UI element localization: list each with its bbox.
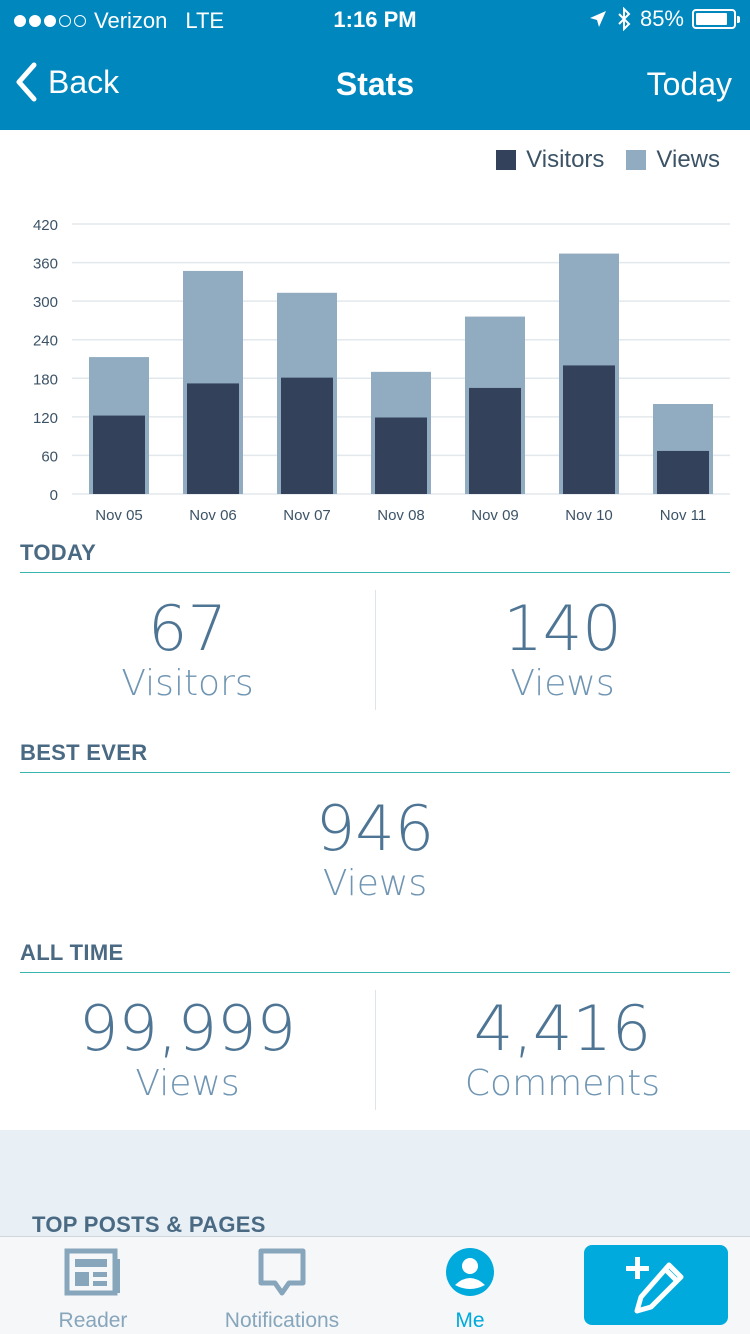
visitors-bar[interactable] [375, 417, 427, 495]
write-pencil-icon [626, 1257, 684, 1314]
tab-me-label: Me [455, 1309, 485, 1332]
write-post-button[interactable] [584, 1245, 728, 1325]
period-selector[interactable]: Today [646, 66, 732, 102]
today-views-value: 140 [503, 592, 622, 665]
visitors-bar[interactable] [93, 415, 145, 494]
navigation-bar: Back Stats Today [0, 40, 750, 130]
section-header-all-time: ALL TIME [20, 940, 730, 973]
best-ever-views-label: Views [322, 863, 428, 904]
y-tick-label: 240 [33, 333, 58, 350]
best-ever-views-value: 946 [315, 792, 435, 865]
stats-bar-chart[interactable]: 0 60 120 180 240 300 360 420 Nov 05 Nov 06 Nov 07 N… [0, 200, 750, 530]
status-time: 1:16 PM [333, 7, 417, 32]
me-avatar-icon [446, 1248, 494, 1296]
tab-bar: Reader Notifications Me [0, 1236, 750, 1334]
tab-me[interactable]: Me [420, 1247, 520, 1333]
legend-views: Views [626, 146, 720, 174]
tab-notifications-label: Notifications [224, 1309, 340, 1332]
page-title: Stats [335, 66, 415, 102]
back-label: Back [48, 63, 120, 100]
top-posts-panel [0, 1130, 750, 1236]
back-button[interactable]: Back [14, 62, 119, 102]
y-tick-label: 180 [33, 371, 58, 388]
stat-divider [375, 590, 376, 710]
all-time-views-stat: 99,999 Views [0, 992, 375, 1104]
all-time-views-value: 99,999 [79, 992, 296, 1065]
carrier-name: Verizon [94, 8, 168, 33]
all-time-comments-value: 4,416 [473, 992, 652, 1065]
reader-icon [64, 1248, 120, 1296]
y-tick-label: 0 [50, 487, 58, 504]
visitors-bar[interactable] [563, 365, 615, 494]
notifications-icon [258, 1248, 306, 1296]
section-header-today: TODAY [20, 540, 730, 573]
x-tick-label: Nov 08 [377, 507, 425, 524]
today-visitors-stat: 67 Visitors [0, 592, 375, 704]
chevron-left-icon [16, 62, 37, 102]
all-time-views-label: Views [135, 1063, 240, 1104]
today-visitors-value: 67 [148, 592, 227, 665]
chart-legend: Visitors Views [496, 146, 720, 174]
visitors-bar[interactable] [281, 377, 333, 494]
signal-strength-icon [14, 15, 86, 27]
legend-visitors-label: Visitors [526, 146, 605, 173]
tab-reader-label: Reader [58, 1309, 128, 1332]
x-tick-label: Nov 06 [189, 507, 237, 524]
today-visitors-label: Visitors [121, 663, 254, 704]
battery-percent: 85% [639, 6, 684, 31]
section-header-best-ever: BEST EVER [20, 740, 730, 773]
x-tick-label: Nov 09 [471, 507, 519, 524]
legend-views-swatch [626, 150, 647, 170]
visitors-bar[interactable] [657, 450, 709, 494]
stat-divider [375, 990, 376, 1110]
tab-reader[interactable]: Reader [30, 1247, 156, 1333]
location-arrow-icon [589, 11, 606, 27]
today-views-label: Views [510, 663, 615, 704]
legend-visitors-swatch [496, 150, 517, 170]
visitors-bar[interactable] [469, 387, 521, 494]
x-tick-label: Nov 05 [95, 507, 143, 524]
x-tick-label: Nov 10 [565, 507, 613, 524]
y-tick-label: 360 [33, 256, 58, 273]
tab-notifications[interactable]: Notifications [210, 1247, 354, 1333]
y-tick-label: 60 [41, 448, 58, 465]
network-type: LTE [185, 8, 225, 33]
all-time-comments-label: Comments [464, 1063, 661, 1104]
y-tick-label: 120 [33, 410, 58, 427]
battery-icon [692, 9, 740, 29]
section-header-top-posts: TOP POSTS & PAGES [32, 1212, 266, 1237]
legend-visitors: Visitors [496, 146, 604, 174]
today-views-stat: 140 Views [375, 592, 750, 704]
status-bar: Verizon LTE 1:16 PM 85% [0, 0, 750, 40]
x-tick-label: Nov 07 [283, 507, 331, 524]
best-ever-views-stat: 946 Views [0, 792, 750, 904]
status-left: Verizon LTE [14, 8, 224, 34]
x-tick-label: Nov 11 [660, 507, 706, 524]
all-time-comments-stat: 4,416 Comments [375, 992, 750, 1104]
y-tick-label: 300 [33, 294, 58, 311]
y-tick-label: 420 [33, 217, 58, 234]
visitors-bar[interactable] [187, 383, 239, 494]
status-right: 85% [588, 6, 740, 32]
top-header: Verizon LTE 1:16 PM 85% Back Stats Today [0, 0, 750, 130]
bluetooth-icon [618, 7, 631, 31]
legend-views-label: Views [656, 146, 720, 173]
